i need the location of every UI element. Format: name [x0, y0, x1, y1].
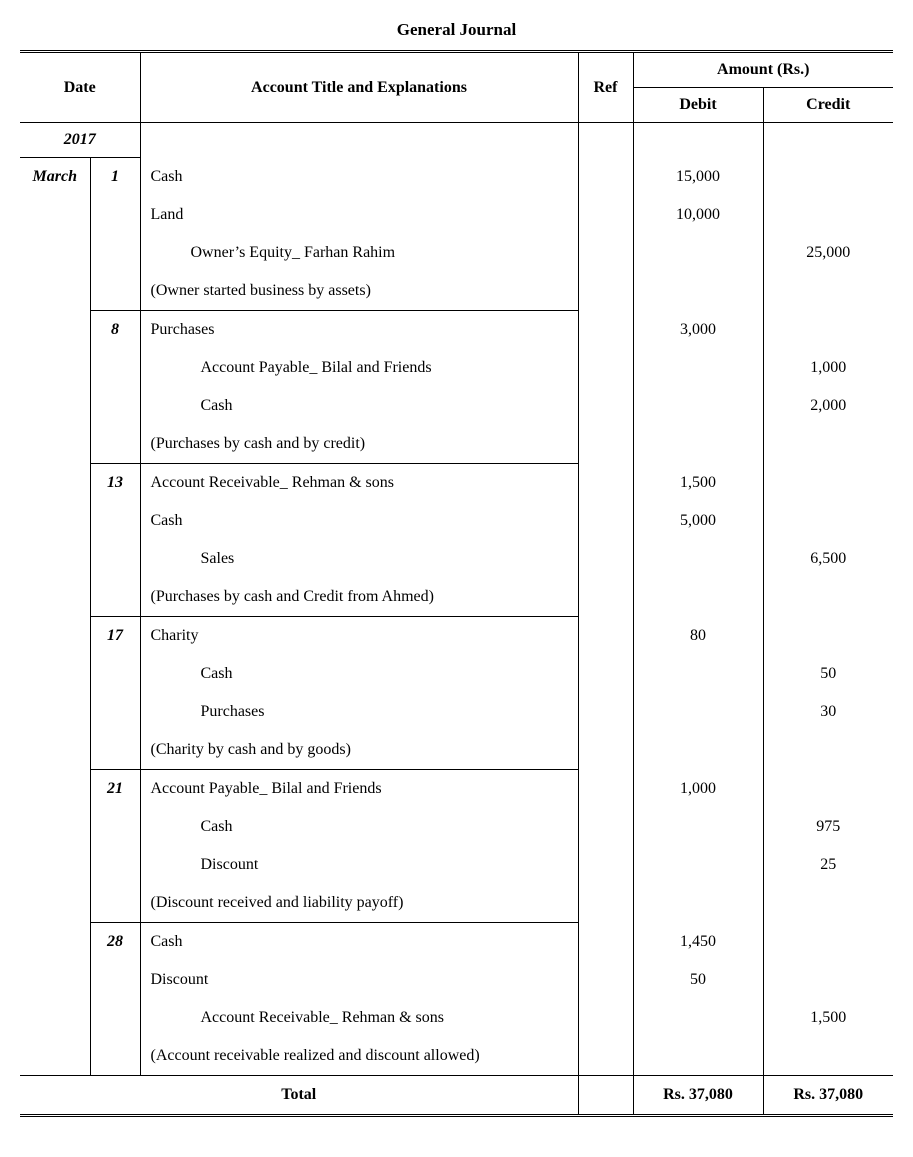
entry-day: 1	[90, 158, 140, 197]
account-cell: Purchases	[140, 311, 578, 350]
journal-table: Date Account Title and Explanations Ref …	[20, 50, 893, 1117]
header-amount: Amount (Rs.)	[633, 53, 893, 88]
account-cell: Account Receivable_ Rehman & sons	[151, 1009, 445, 1026]
credit-cell: 6,500	[763, 540, 893, 578]
entry-day: 21	[90, 770, 140, 809]
header-account: Account Title and Explanations	[140, 53, 578, 123]
table-row: Account Receivable_ Rehman & sons 1,500	[20, 999, 893, 1037]
header-ref: Ref	[578, 53, 633, 123]
debit-cell: 15,000	[633, 158, 763, 197]
table-row: 8 Purchases 3,000	[20, 311, 893, 350]
table-row: Discount 25	[20, 846, 893, 884]
table-row: (Owner started business by assets)	[20, 272, 893, 311]
account-cell: Sales	[151, 550, 235, 567]
total-row: Total Rs. 37,080 Rs. 37,080	[20, 1076, 893, 1115]
table-row: Sales 6,500	[20, 540, 893, 578]
account-cell: Cash	[140, 923, 578, 962]
account-cell: Owner’s Equity_ Farhan Rahim	[151, 244, 396, 261]
entry-day: 17	[90, 617, 140, 656]
table-row: Discount 50	[20, 961, 893, 999]
account-cell: Purchases	[151, 703, 265, 720]
credit-cell: 2,000	[763, 387, 893, 425]
month-cell: March	[20, 158, 90, 1076]
credit-cell: 25,000	[763, 234, 893, 272]
entry-note: (Purchases by cash and Credit from Ahmed…	[140, 578, 578, 617]
entry-day: 28	[90, 923, 140, 962]
total-label: Total	[20, 1076, 578, 1115]
account-cell: Land	[140, 196, 578, 234]
account-cell: Cash	[140, 158, 578, 197]
header-debit: Debit	[633, 88, 763, 123]
entry-day: 13	[90, 464, 140, 503]
table-row: Land 10,000	[20, 196, 893, 234]
account-cell: Charity	[140, 617, 578, 656]
table-row: (Discount received and liability payoff)	[20, 884, 893, 923]
header-row-1: Date Account Title and Explanations Ref …	[20, 53, 893, 88]
debit-cell: 3,000	[633, 311, 763, 350]
debit-cell: 10,000	[633, 196, 763, 234]
debit-cell: 1,500	[633, 464, 763, 503]
account-cell: Cash	[140, 502, 578, 540]
table-row: (Purchases by cash and by credit)	[20, 425, 893, 464]
account-cell: Account Receivable_ Rehman & sons	[140, 464, 578, 503]
table-row: (Account receivable realized and discoun…	[20, 1037, 893, 1076]
credit-cell: 1,500	[763, 999, 893, 1037]
table-row: Cash 50	[20, 655, 893, 693]
credit-cell: 30	[763, 693, 893, 731]
entry-note: (Purchases by cash and by credit)	[140, 425, 578, 464]
year-row: 2017	[20, 123, 893, 158]
entry-note: (Discount received and liability payoff)	[140, 884, 578, 923]
table-row: March 1 Cash 15,000	[20, 158, 893, 197]
table-row: 28 Cash 1,450	[20, 923, 893, 962]
table-row: 17 Charity 80	[20, 617, 893, 656]
total-debit: Rs. 37,080	[633, 1076, 763, 1115]
table-row: (Purchases by cash and Credit from Ahmed…	[20, 578, 893, 617]
header-credit: Credit	[763, 88, 893, 123]
entry-note: (Owner started business by assets)	[140, 272, 578, 311]
entry-day: 8	[90, 311, 140, 350]
account-cell: Account Payable_ Bilal and Friends	[151, 359, 432, 376]
account-cell: Cash	[151, 397, 233, 414]
debit-cell: 50	[633, 961, 763, 999]
account-cell: Cash	[151, 665, 233, 682]
entry-note: (Charity by cash and by goods)	[140, 731, 578, 770]
page-title: General Journal	[20, 20, 893, 40]
entry-note: (Account receivable realized and discoun…	[140, 1037, 578, 1076]
header-date: Date	[20, 53, 140, 123]
debit-cell: 1,000	[633, 770, 763, 809]
table-row: (Charity by cash and by goods)	[20, 731, 893, 770]
table-row: Owner’s Equity_ Farhan Rahim 25,000	[20, 234, 893, 272]
year-cell: 2017	[20, 123, 140, 158]
credit-cell: 25	[763, 846, 893, 884]
table-row: Account Payable_ Bilal and Friends 1,000	[20, 349, 893, 387]
table-row: 21 Account Payable_ Bilal and Friends 1,…	[20, 770, 893, 809]
table-row: Cash 5,000	[20, 502, 893, 540]
debit-cell: 80	[633, 617, 763, 656]
account-cell: Account Payable_ Bilal and Friends	[140, 770, 578, 809]
account-cell: Discount	[140, 961, 578, 999]
debit-cell: 1,450	[633, 923, 763, 962]
debit-cell: 5,000	[633, 502, 763, 540]
table-row: Cash 2,000	[20, 387, 893, 425]
account-cell: Cash	[151, 818, 233, 835]
table-row: Purchases 30	[20, 693, 893, 731]
total-credit: Rs. 37,080	[763, 1076, 893, 1115]
table-row: 13 Account Receivable_ Rehman & sons 1,5…	[20, 464, 893, 503]
account-cell: Discount	[151, 856, 259, 873]
table-row: Cash 975	[20, 808, 893, 846]
credit-cell: 975	[763, 808, 893, 846]
credit-cell: 50	[763, 655, 893, 693]
credit-cell: 1,000	[763, 349, 893, 387]
